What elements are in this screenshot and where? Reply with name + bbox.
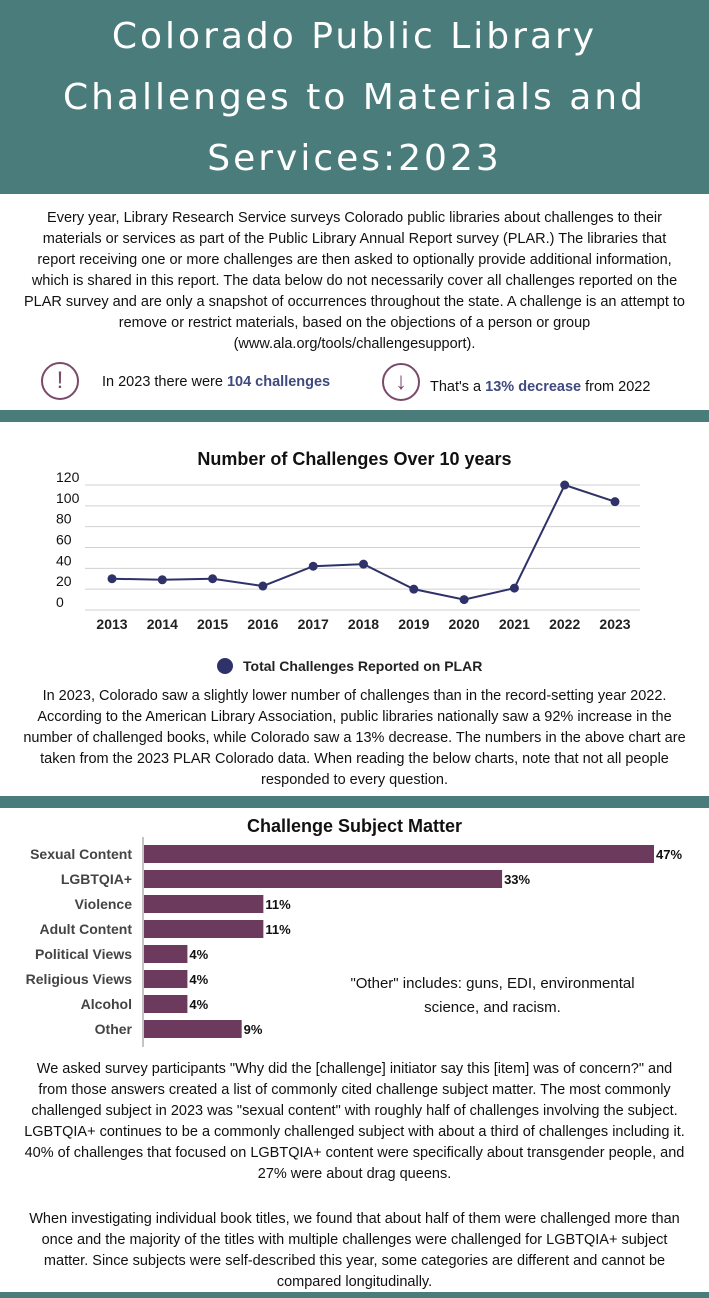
stat-2-suffix: from 2022 <box>581 379 651 395</box>
bar-value-label: 11% <box>265 922 291 937</box>
bar <box>144 1020 242 1038</box>
bar-value-label: 47% <box>656 847 682 862</box>
bar-chart: Sexual Content 47% LGBTQIA+ 33% Violence 11% A… <box>26 837 682 1047</box>
bar-value-label: 9% <box>244 1022 263 1037</box>
stat-1-prefix: In 2023 there were <box>102 374 227 390</box>
data-point <box>208 574 218 584</box>
y-tick-label: 0 <box>56 594 64 610</box>
data-point <box>157 575 167 585</box>
y-tick-label: 60 <box>56 532 72 548</box>
data-point <box>258 581 268 591</box>
data-point <box>359 559 368 569</box>
bar-value-label: 4% <box>189 947 208 962</box>
data-point <box>107 574 117 584</box>
bar <box>144 970 188 988</box>
x-tick-label: 2020 <box>449 616 480 632</box>
intro-paragraph: Every year, Library Research Service sur… <box>24 210 685 352</box>
stat-2-prefix: That's a <box>430 379 486 395</box>
legend-label: Total Challenges Reported on PLAR <box>243 658 482 674</box>
bar-category-label: Violence <box>75 896 133 912</box>
down-arrow-icon: ↓ <box>382 363 420 401</box>
data-point <box>509 583 519 593</box>
bar-chart-title: Challenge Subject Matter <box>246 816 463 836</box>
x-tick-label: 2023 <box>599 616 630 632</box>
y-tick-label: 120 <box>56 469 80 485</box>
bar-value-label: 4% <box>189 997 208 1012</box>
section-divider <box>0 410 709 422</box>
data-point <box>308 561 318 571</box>
paragraph-book-titles: When investigating individual book title… <box>29 1211 680 1290</box>
paragraph-challenge-summary: In 2023, Colorado saw a slightly lower n… <box>23 688 686 788</box>
challenges-count-stat: In 2023 there were 104 challenges <box>102 374 330 390</box>
x-tick-label: 2016 <box>247 616 278 632</box>
other-category-note: "Other" includes: guns, EDI, environment… <box>350 975 635 1016</box>
page-title-line-1: Colorado Public Library <box>111 16 598 57</box>
data-point <box>409 584 419 594</box>
data-point <box>560 480 570 490</box>
series-line <box>111 483 616 601</box>
bar <box>144 945 188 963</box>
bar <box>144 995 188 1013</box>
legend-marker <box>217 658 233 674</box>
section-divider <box>0 796 709 808</box>
x-tick-label: 2019 <box>398 616 429 632</box>
bar-value-label: 4% <box>189 972 208 987</box>
line-chart-title: Number of Challenges Over 10 years <box>197 449 512 469</box>
bar-value-label: 33% <box>504 872 530 887</box>
x-tick-label: 2015 <box>197 616 228 632</box>
page-header: Colorado Public Library Challenges to Ma… <box>0 0 709 194</box>
x-tick-label: 2018 <box>348 616 379 632</box>
line-chart: 0 20 40 60 80 100 120 2013 2014 2015 2016 2017 2018 2… <box>56 469 640 674</box>
y-tick-label: 100 <box>56 490 80 506</box>
y-tick-label: 20 <box>56 573 72 589</box>
bar <box>144 920 264 938</box>
bar-category-label: Sexual Content <box>30 846 132 862</box>
bar <box>144 845 654 863</box>
bar-category-label: Other <box>95 1021 133 1037</box>
data-point <box>610 497 620 507</box>
bar-category-label: Adult Content <box>39 921 132 937</box>
bar-category-label: Religious Views <box>26 971 133 987</box>
bar-category-label: Alcohol <box>81 996 132 1012</box>
bar-category-label: LGBTQIA+ <box>61 871 132 887</box>
x-tick-label: 2021 <box>499 616 530 632</box>
x-tick-label: 2014 <box>147 616 178 632</box>
bar-category-label: Political Views <box>35 946 132 962</box>
decrease-stat: That's a 13% decrease from 2022 <box>430 379 650 395</box>
page-title-line-2: Challenges to Materials and <box>63 77 646 118</box>
stat-1-highlight: 104 challenges <box>226 374 331 390</box>
exclamation-icon: ! <box>41 362 79 400</box>
x-tick-label: 2013 <box>96 616 127 632</box>
bar <box>144 870 503 888</box>
x-tick-label: 2022 <box>549 616 580 632</box>
bar-value-label: 11% <box>265 897 291 912</box>
footer-divider <box>0 1292 709 1298</box>
x-tick-label: 2017 <box>298 616 329 632</box>
paragraph-subject-matter: We asked survey participants "Why did th… <box>24 1061 685 1182</box>
bar <box>144 895 264 913</box>
data-point <box>459 595 469 605</box>
y-tick-label: 80 <box>56 511 72 527</box>
stat-2-highlight: 13% decrease <box>485 379 582 395</box>
page-title-line-3: Services:2023 <box>207 138 502 179</box>
y-tick-label: 40 <box>56 552 72 568</box>
